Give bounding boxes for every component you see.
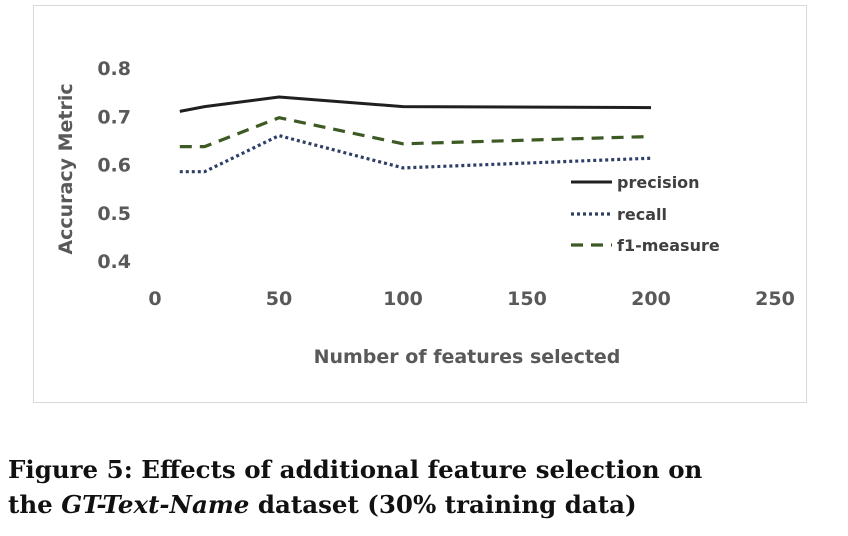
x-tick-label: 200: [631, 288, 671, 310]
series-lines: [179, 95, 652, 174]
x-tick-label: 0: [148, 288, 161, 310]
x-axis-title: Number of features selected: [314, 346, 621, 368]
x-tick-label: 150: [507, 288, 547, 310]
caption-line-2-start: the: [8, 490, 62, 519]
x-axis-ticks: 0 50 100 150 200 250: [148, 288, 794, 310]
chart-frame: 0.4 0.5 0.6 0.7 0.8 0 50 100 150 200 250 precisio…: [33, 5, 807, 403]
figure-caption: Figure 5: Effects of additional feature …: [8, 452, 843, 522]
caption-line-1: Figure 5: Effects of additional feature …: [8, 455, 703, 484]
series-line-recall: [179, 134, 652, 174]
y-tick-label: 0.5: [97, 203, 131, 225]
x-tick-label: 100: [383, 288, 423, 310]
series-line-f1-measure: [179, 116, 652, 149]
caption-line-2: the GT-Text-Name dataset (30% training d…: [8, 487, 843, 522]
x-tick-label: 50: [266, 288, 292, 310]
y-tick-label: 0.8: [97, 58, 131, 80]
y-tick-label: 0.7: [97, 106, 131, 128]
x-tick-label: 250: [755, 288, 795, 310]
y-axis-ticks: 0.4 0.5 0.6 0.7 0.8: [97, 58, 131, 273]
legend-label-f1-measure: f1-measure: [617, 236, 720, 255]
legend: precision recall f1-measure: [571, 173, 720, 255]
caption-line-2-end: dataset (30% training data): [249, 490, 637, 519]
legend-label-recall: recall: [617, 205, 667, 224]
line-chart: 0.4 0.5 0.6 0.7 0.8 0 50 100 150 200 250 precisio…: [55, 58, 795, 368]
y-axis-title: Accuracy Metric: [55, 83, 77, 254]
series-line-precision: [179, 95, 652, 113]
y-tick-label: 0.4: [97, 251, 131, 273]
legend-label-precision: precision: [617, 173, 700, 192]
y-tick-label: 0.6: [97, 155, 131, 177]
dataset-name: GT-Text-Name: [61, 490, 250, 519]
